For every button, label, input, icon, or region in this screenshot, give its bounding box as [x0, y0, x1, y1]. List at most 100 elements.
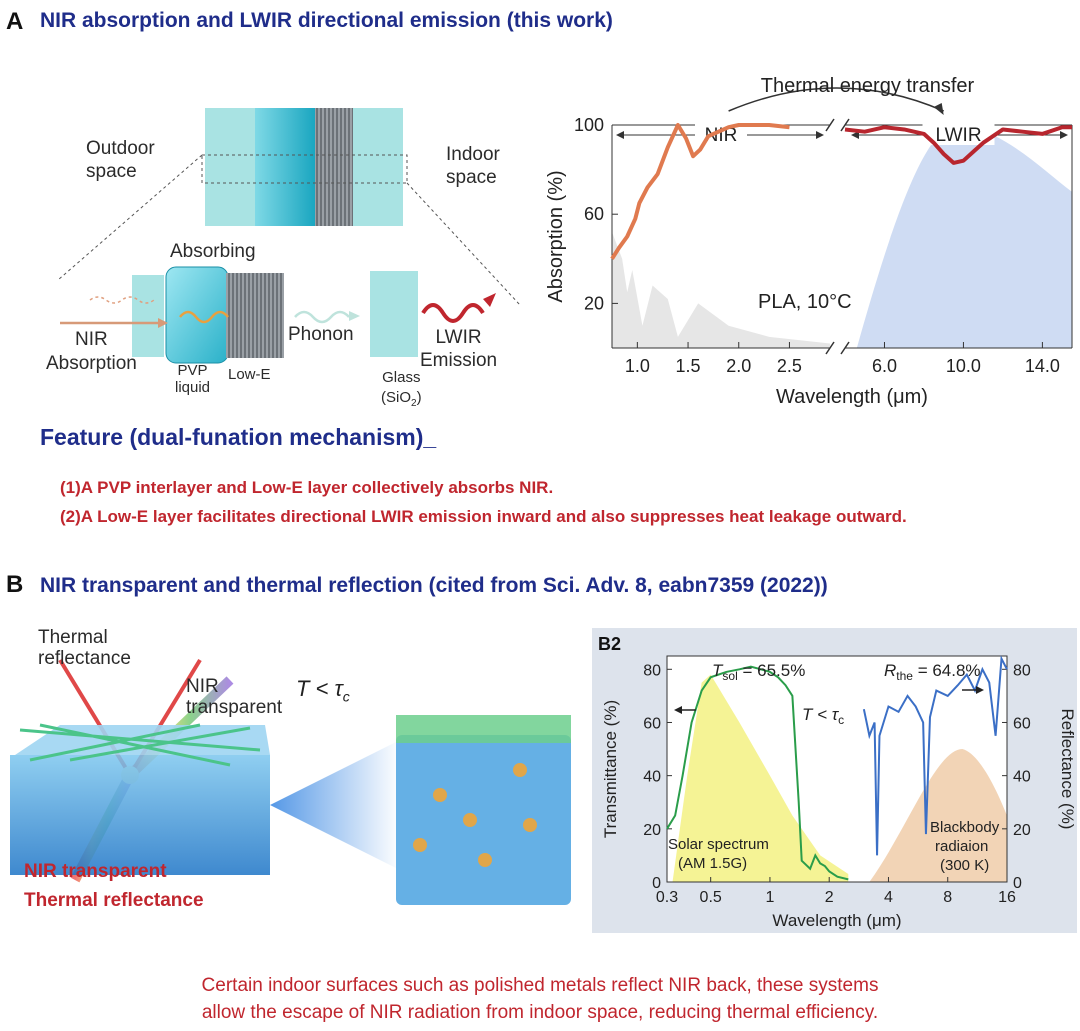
pvp-layer	[255, 108, 315, 226]
y-tick-label-right: 80	[1013, 662, 1031, 679]
indoor-space-label: Indoor space	[446, 144, 500, 188]
glass-label: Glass (SiO2)	[381, 369, 422, 409]
glass-layer-outer	[205, 108, 255, 226]
absorbing-label: Absorbing	[170, 241, 256, 262]
lwir-absorption-line	[844, 125, 1072, 165]
energy-transfer-arrow	[728, 87, 944, 112]
feature-1: (1)A PVP interlayer and Low-E layer coll…	[60, 478, 554, 497]
low-e-label: Low-E	[228, 366, 271, 383]
y-axis-label-left: Transmittance (%)	[601, 700, 620, 838]
blackbody-label: Blackbody	[930, 819, 1000, 836]
panel-a-letter: A	[6, 8, 24, 35]
x-tick-label: 2	[825, 889, 834, 906]
x-tick-label: 1.0	[625, 356, 650, 376]
t-tau-annotation: T < τc	[802, 705, 844, 727]
blackbody-label-2: radiaion	[935, 838, 988, 855]
y-tick-label-right: 40	[1013, 769, 1031, 786]
glass-piece-right	[370, 271, 418, 357]
x-tick-label: 8	[943, 889, 952, 906]
window-schematic	[57, 108, 521, 364]
x-tick-label: 10.0	[946, 356, 981, 376]
lwir-wave	[421, 303, 485, 323]
footer-note: Certain indoor surfaces such as polished…	[201, 975, 879, 1023]
panel-label: B2	[598, 634, 621, 654]
panel-a-title: NIR absorption and LWIR directional emis…	[40, 9, 613, 32]
panel-b-title: NIR transparent and thermal reflection (…	[40, 574, 828, 597]
nanofiber-mesh	[19, 723, 261, 767]
panel-b-letter: B	[6, 571, 24, 598]
low-e-block	[226, 273, 284, 358]
axis-break-mark	[825, 118, 835, 132]
blackbody-spectrum	[856, 124, 1072, 348]
y-tick-label-left: 60	[643, 715, 661, 732]
pvp-label: PVP liquid	[175, 362, 211, 396]
reflectance-line	[862, 655, 1008, 856]
glass-layer-inner	[353, 108, 403, 226]
transmittance-reflectance-chart: 0 0 20 20 40 40 60 60 80 80 0.3 0.5 1 2 4 8 16 Wavelength…	[592, 628, 1077, 933]
aerogel-illustration	[10, 658, 571, 905]
pvp-liquid-block	[165, 266, 229, 364]
reflected-nir-arrow	[89, 296, 155, 304]
low-e-layer	[315, 108, 353, 226]
axis-break-mark	[840, 118, 850, 132]
zoom-block	[396, 735, 571, 905]
y-tick-label: 20	[584, 293, 604, 313]
solar-band-sub: (AM 1.5G)	[678, 855, 747, 872]
feature-2: (2)A Low-E layer facilitates directional…	[60, 507, 907, 526]
x-tick-label: 1	[765, 889, 774, 906]
solar-spectrum	[612, 232, 830, 348]
y-tick-label-left: 20	[643, 822, 661, 839]
x-axis-label: Wavelength (μm)	[772, 911, 901, 930]
lwir-region-label: LWIR	[935, 125, 981, 146]
transmittance-line	[666, 665, 849, 881]
zoom-beam	[270, 740, 400, 870]
x-tick-label: 0.5	[700, 889, 722, 906]
axis-break-mark	[825, 341, 835, 355]
y-tick-label: 60	[584, 204, 604, 224]
axis-break-mark	[840, 341, 850, 355]
lwir-emission-label: LWIR Emission	[420, 327, 498, 371]
absorption-chart: 20 60 100 1.0 1.5 2.0 2.5 6.0 10.0 14.0 Wavelength…	[545, 75, 1073, 408]
solar-band-label: Solar spectrum	[668, 836, 769, 853]
energy-transfer-label: Thermal energy transfer	[761, 75, 975, 97]
plot-frame	[666, 655, 1008, 883]
phonon-label: Phonon	[288, 324, 354, 345]
t-sol-annotation: Tsol = 65.5%	[712, 661, 805, 683]
y-tick-label: 100	[574, 115, 604, 135]
y-tick-label-right: 60	[1013, 715, 1031, 732]
blackbody-band	[869, 749, 1007, 882]
x-tick-label: 2.5	[777, 356, 802, 376]
y-axis-label-right: Reflectance (%)	[1058, 709, 1077, 830]
phonon-wave	[294, 310, 350, 324]
x-tick-label: 2.0	[726, 356, 751, 376]
nir-absorption-label: NIR Absorption	[46, 329, 137, 374]
absorbing-wave	[179, 310, 229, 324]
pla-annotation: PLA, 10°C	[758, 291, 852, 313]
x-tick-label: 6.0	[872, 356, 897, 376]
solar-spectrum-band	[672, 674, 849, 882]
glass-piece-left	[132, 275, 164, 357]
zoom-block-top	[396, 715, 571, 743]
x-axis-label: Wavelength (μm)	[776, 386, 928, 408]
blackbody-label-3: (300 K)	[940, 857, 989, 874]
nir-transparent-label: NIR transparent	[186, 676, 283, 718]
nir-absorption-line	[610, 123, 790, 260]
y-axis-label: Absorption (%)	[545, 170, 567, 302]
thermal-reflectance-label: Thermal reflectance	[38, 627, 131, 669]
outdoor-space-label: Outdoor space	[86, 138, 155, 182]
y-tick-label-right: 0	[1013, 875, 1022, 892]
x-tick-label: 4	[884, 889, 893, 906]
y-tick-label-left: 80	[643, 662, 661, 679]
nir-region-label: NIR	[705, 125, 738, 146]
y-tick-label-right: 20	[1013, 822, 1031, 839]
y-tick-label-left: 0	[652, 875, 661, 892]
r-the-annotation: Rthe = 64.8%	[884, 661, 981, 683]
x-tick-label: 16	[998, 889, 1016, 906]
bottom-red-labels: NIR transparent Thermal reflectance	[24, 861, 204, 911]
feature-heading: Feature (dual-funation mechanism)_	[40, 424, 437, 450]
t-tau-label: T < τc	[296, 676, 350, 705]
aerogel-block	[10, 755, 270, 875]
x-tick-label: 0.3	[656, 889, 678, 906]
y-tick-label-left: 40	[643, 769, 661, 786]
x-tick-label: 1.5	[676, 356, 701, 376]
